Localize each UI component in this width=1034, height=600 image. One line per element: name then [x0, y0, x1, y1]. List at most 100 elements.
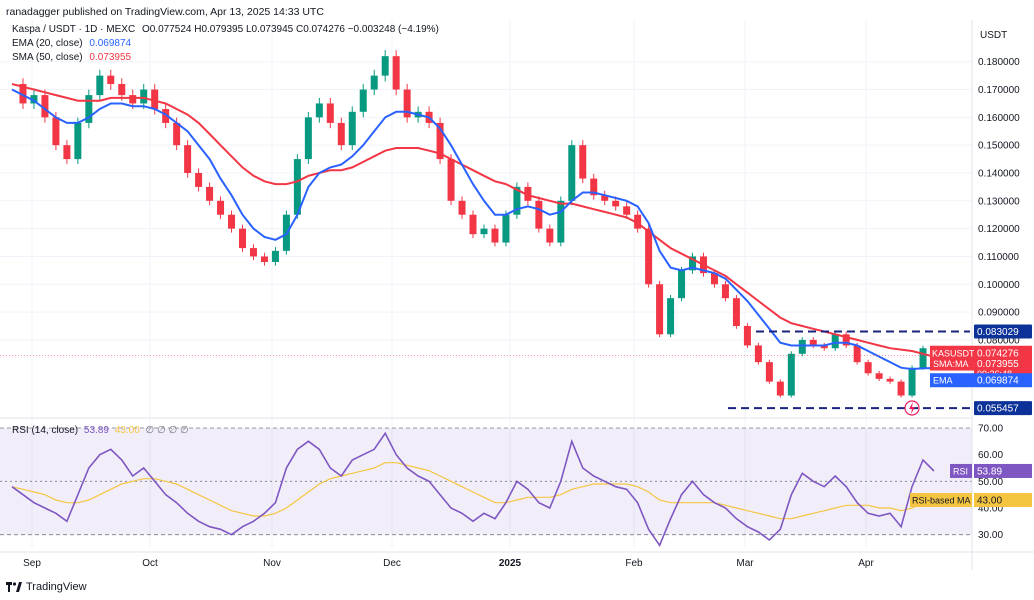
- symbol-ohlc: O0.077524 H0.079395 L0.073945 C0.074276 …: [141, 24, 439, 35]
- candle-body: [315, 103, 323, 118]
- time-tick-label: Mar: [736, 558, 754, 569]
- candle-body: [689, 256, 697, 271]
- candle-body: [732, 298, 740, 326]
- candle-body: [458, 200, 466, 215]
- candle-body: [809, 339, 817, 346]
- candle-body: [381, 56, 389, 76]
- symbol-legend[interactable]: Kaspa / USDT · 1D · MEXC O0.077524 H0.07…: [12, 24, 439, 35]
- candle-body: [217, 200, 225, 215]
- rsi-line: [11, 431, 935, 547]
- rsi-legend-value: 53.89: [83, 425, 109, 436]
- tradingview-logo[interactable]: TradingView: [6, 581, 87, 593]
- candle-body: [656, 284, 664, 335]
- rsi-label: RSI (14, close): [12, 425, 79, 436]
- ema-value-tag: [974, 373, 1032, 388]
- ema-legend[interactable]: EMA (20, close) 0.069874: [12, 38, 131, 49]
- candle-body: [469, 214, 477, 235]
- candle-body: [370, 75, 378, 90]
- resistance-tag: [974, 324, 1032, 339]
- candle-body: [831, 334, 839, 349]
- price-tick-label: 0.140000: [978, 168, 1020, 179]
- candle-body: [919, 348, 927, 368]
- candle-body: [348, 111, 356, 146]
- rsi-ma-value-tag-text: 43.00: [977, 496, 1002, 507]
- candle-body: [579, 145, 587, 179]
- candle-body: [590, 178, 598, 196]
- candle-body: [184, 145, 192, 173]
- price-tick-label: 0.080000: [978, 335, 1020, 346]
- tradingview-logo-icon: [6, 582, 22, 592]
- candle-body: [271, 250, 279, 263]
- rsi-name-tag-text: RSI: [953, 466, 968, 476]
- time-tick-label: 2025: [499, 558, 522, 569]
- time-tick-label: Nov: [263, 558, 281, 569]
- candle-body: [710, 273, 718, 285]
- candle-body: [886, 378, 894, 382]
- candle-body: [85, 95, 93, 123]
- rsi-value-tag: [974, 463, 1032, 478]
- candle-body: [798, 339, 806, 354]
- rsi-tick-label: 30.00: [978, 530, 1003, 541]
- price-tick-label: 0.160000: [978, 113, 1020, 124]
- price-tick-label: 0.130000: [978, 196, 1020, 207]
- candle-body: [678, 270, 686, 299]
- candle-body: [107, 75, 115, 84]
- currency-label: USDT: [980, 30, 1008, 41]
- rsi-ma-value-tag: [974, 493, 1032, 507]
- candle-body: [765, 362, 773, 382]
- candle-body: [568, 145, 576, 201]
- last-price-value: 0.074276: [977, 348, 1019, 359]
- price-tick-label: 0.090000: [978, 308, 1020, 319]
- axes-layer: 0.180000 0.170000 0.160000 0.150000 0.140000…: [0, 20, 1034, 570]
- sma-name-tag-text: SMA:MA: [933, 359, 969, 369]
- candle-body: [403, 89, 411, 118]
- candle-body: [502, 214, 510, 243]
- candle-body: [359, 89, 367, 112]
- sma-label: SMA (50, close): [12, 52, 83, 63]
- candle-body: [623, 206, 631, 215]
- candle-body: [129, 95, 137, 104]
- ema-value-tag-text: 0.069874: [977, 376, 1019, 387]
- lightning-icon: [909, 402, 915, 414]
- candle-body: [535, 200, 543, 229]
- rsi-ma-name-tag-text: RSI-based MA: [912, 496, 971, 506]
- sma-legend[interactable]: SMA (50, close) 0.073955: [12, 52, 131, 63]
- candle-body: [634, 214, 642, 229]
- symbol-tag: [930, 345, 974, 360]
- ema-name-tag-text: EMA: [933, 376, 953, 386]
- symbol-title: Kaspa / USDT · 1D · MEXC: [12, 24, 136, 35]
- time-tick-label: Oct: [142, 558, 158, 569]
- rsi-legend-extra: ∅ ∅ ∅ ∅: [145, 425, 189, 436]
- price-tick-label: 0.110000: [978, 252, 1019, 263]
- candle-body: [436, 122, 444, 160]
- candle-body: [206, 186, 214, 201]
- sma50-line: [11, 83, 935, 358]
- sma-value-tag-text: 0.073955: [977, 359, 1019, 370]
- price-tick-label: 0.170000: [978, 85, 1020, 96]
- rsi-ma-line: [11, 462, 935, 520]
- sma-name-tag: [930, 356, 974, 371]
- resistance-tag-text: 0.083029: [977, 327, 1019, 338]
- price-tick-label: 0.180000: [978, 57, 1020, 68]
- rsi-legend-ma-value: 43.00: [114, 425, 140, 436]
- candle-body: [96, 75, 104, 96]
- candle-body: [337, 122, 345, 146]
- sma-value-tag: [974, 356, 1032, 371]
- rsi-tick-label: 60.00: [978, 450, 1003, 461]
- candle-body: [776, 381, 784, 396]
- candle-body: [480, 228, 488, 235]
- rsi-name-tag: [950, 463, 972, 478]
- rsi-tick-label: 50.00: [978, 477, 1003, 488]
- candle-body: [524, 186, 532, 201]
- candle-body: [151, 89, 159, 110]
- sma-value: 0.073955: [89, 52, 132, 63]
- candle-body: [853, 345, 861, 363]
- candle-body: [41, 95, 49, 118]
- candle-body: [228, 214, 236, 229]
- rsi-legend[interactable]: RSI (14, close) 53.89 43.00 ∅ ∅ ∅ ∅: [12, 425, 189, 436]
- candle-body: [897, 381, 905, 396]
- time-tick-label: Apr: [858, 558, 874, 569]
- publisher-line: ranadagger published on TradingView.com,…: [6, 6, 324, 18]
- candle-body: [304, 117, 312, 160]
